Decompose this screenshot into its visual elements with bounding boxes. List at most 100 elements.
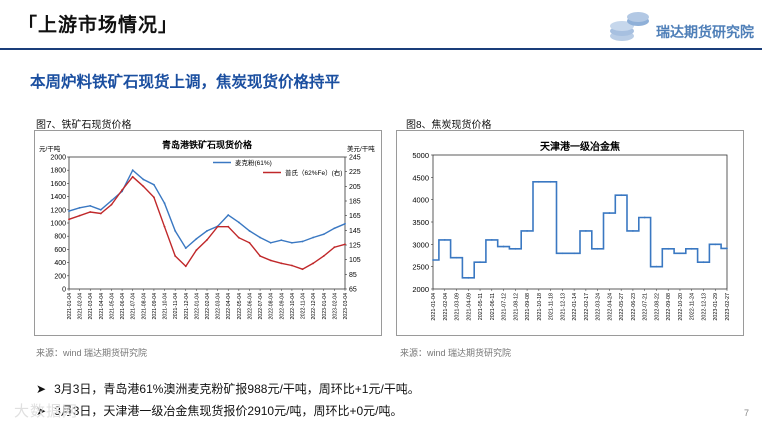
figure8-label: 图8、焦炭现货价格 (406, 120, 492, 131)
x-tick-label: 2021-08-12 (513, 293, 519, 321)
x-tick-label: 2021-09-04 (152, 293, 158, 320)
data-point (502, 245, 505, 248)
y-left-tick-label: 2000 (50, 155, 66, 162)
y-left-unit: 元/干吨 (39, 144, 61, 153)
data-point (655, 265, 658, 268)
y-right-tick-label: 125 (349, 243, 361, 250)
data-point (184, 247, 187, 249)
x-tick-label: 2021-02-04 (78, 293, 84, 320)
data-point (78, 214, 81, 217)
data-point (99, 212, 102, 215)
chart-title: 天津港一级冶金焦 (540, 140, 620, 153)
x-tick-label: 2022-02-04 (205, 293, 211, 320)
x-tick-label: 2021-07-04 (131, 293, 137, 320)
x-tick-label: 2022-04-24 (607, 293, 613, 321)
data-point (89, 211, 92, 213)
x-tick-label: 2022-07-21 (643, 293, 649, 321)
data-point (479, 261, 481, 264)
data-point (216, 225, 219, 228)
x-tick-label: 2021-07-12 (502, 293, 508, 321)
arrow-bullet-icon: ➤ (36, 382, 47, 396)
coke-chart: 天津港一级冶金焦 2000 2500 3000 3500 4000 4500 5000 2021… (412, 140, 731, 321)
x-tick-label: 2022-09-08 (666, 293, 672, 321)
x-tick-label: 2021-03-09 (455, 293, 461, 321)
arrow-bullet-icon: ➤ (36, 404, 47, 418)
data-point (153, 183, 155, 186)
data-point (259, 236, 261, 239)
x-tick-label: 2022-03-24 (596, 293, 602, 321)
x-tick-label: 2022-12-04 (311, 293, 317, 320)
data-point (78, 206, 81, 209)
logo-text: 瑞达期货研究院 (656, 24, 754, 40)
x-tick-label: 2021-01-04 (431, 293, 437, 321)
data-point (322, 255, 325, 257)
bullet-item-1: ➤ 3月3日，青岛港61%澳洲麦克粉矿报988元/干吨，周环比+1元/干吨。 (36, 380, 420, 397)
data-point (269, 241, 272, 244)
data-point (195, 249, 198, 252)
y-tick-label: 5000 (412, 151, 429, 160)
y-tick-label: 3500 (412, 218, 429, 227)
bullet-text: 3月3日，天津港一级冶金焦现货报价2910元/吨，周环比+0元/吨。 (54, 404, 403, 418)
data-point (573, 252, 576, 255)
x-tick-label: 2021-10-18 (537, 293, 543, 321)
y-left-tick-label: 1000 (50, 221, 66, 228)
data-point (667, 247, 670, 250)
data-point (131, 175, 134, 178)
data-point (174, 255, 177, 257)
data-point (89, 204, 92, 207)
x-tick-label: 2022-05-27 (619, 293, 625, 321)
x-tick-label: 2022-11-24 (690, 293, 696, 320)
x-tick-label: 2023-03-04 (343, 293, 349, 320)
slide-title: 「上游市场情况」 (18, 15, 179, 36)
data-point (333, 227, 336, 230)
data-point (174, 230, 177, 232)
x-tick-label: 2022-01-14 (572, 293, 578, 321)
x-tick-label: 2022-03-04 (216, 293, 222, 320)
data-point (248, 230, 251, 232)
x-tick-label: 2022-10-20 (678, 293, 684, 321)
x-tick-label: 2021-06-11 (490, 293, 496, 320)
x-tick-label: 2023-02-27 (725, 293, 731, 321)
data-point (490, 238, 493, 241)
data-point (227, 214, 230, 216)
x-tick-label: 2023-01-04 (322, 293, 328, 320)
data-point (99, 208, 102, 211)
data-point (291, 264, 293, 267)
x-tick-label: 2022-04-04 (226, 293, 232, 320)
x-tick-label: 2022-05-04 (237, 293, 243, 320)
series-line-1 (68, 175, 346, 270)
header-rule (0, 48, 762, 50)
data-point (142, 185, 145, 188)
y-tick-label: 2000 (412, 285, 429, 294)
legend-label: 普氏（62%Fe）(右) (285, 168, 342, 177)
bullet-item-2: ➤ 3月3日，天津港一级冶金焦现货报价2910元/吨，周环比+0元/吨。 (36, 402, 402, 419)
data-point (443, 238, 446, 241)
y-right-tick-label: 85 (349, 272, 357, 279)
y-right-tick-label: 225 (349, 169, 361, 176)
y-right-tick-label: 105 (349, 257, 361, 264)
y-right-tick-label: 65 (349, 287, 357, 294)
data-point (620, 194, 623, 197)
x-tick-label: 2023-02-04 (332, 293, 338, 320)
x-tick-label: 2021-09-08 (525, 293, 531, 321)
data-point (726, 247, 728, 250)
data-point (643, 216, 646, 219)
data-point (526, 230, 528, 232)
data-point (344, 222, 346, 225)
x-tick-label: 2021-02-04 (443, 293, 449, 321)
y-left-tick-label: 1400 (50, 194, 66, 201)
data-point (632, 230, 634, 232)
x-tick-label: 2022-09-04 (279, 293, 285, 320)
chart-title: 青岛港铁矿石现货价格 (162, 139, 253, 150)
data-point (467, 276, 470, 279)
data-point (153, 196, 155, 199)
data-point (121, 189, 123, 191)
y-left-tick-label: 1600 (50, 181, 66, 188)
y-left-tick-label: 1800 (50, 168, 66, 175)
coins-icon (610, 12, 649, 41)
x-tick-label: 2021-04-09 (466, 293, 472, 321)
y-tick-label: 4500 (412, 173, 429, 182)
x-tick-label: 2022-12-13 (701, 293, 707, 321)
x-tick-label: 2022-06-23 (631, 293, 637, 321)
y-left-tick-label: 200 (54, 273, 66, 280)
